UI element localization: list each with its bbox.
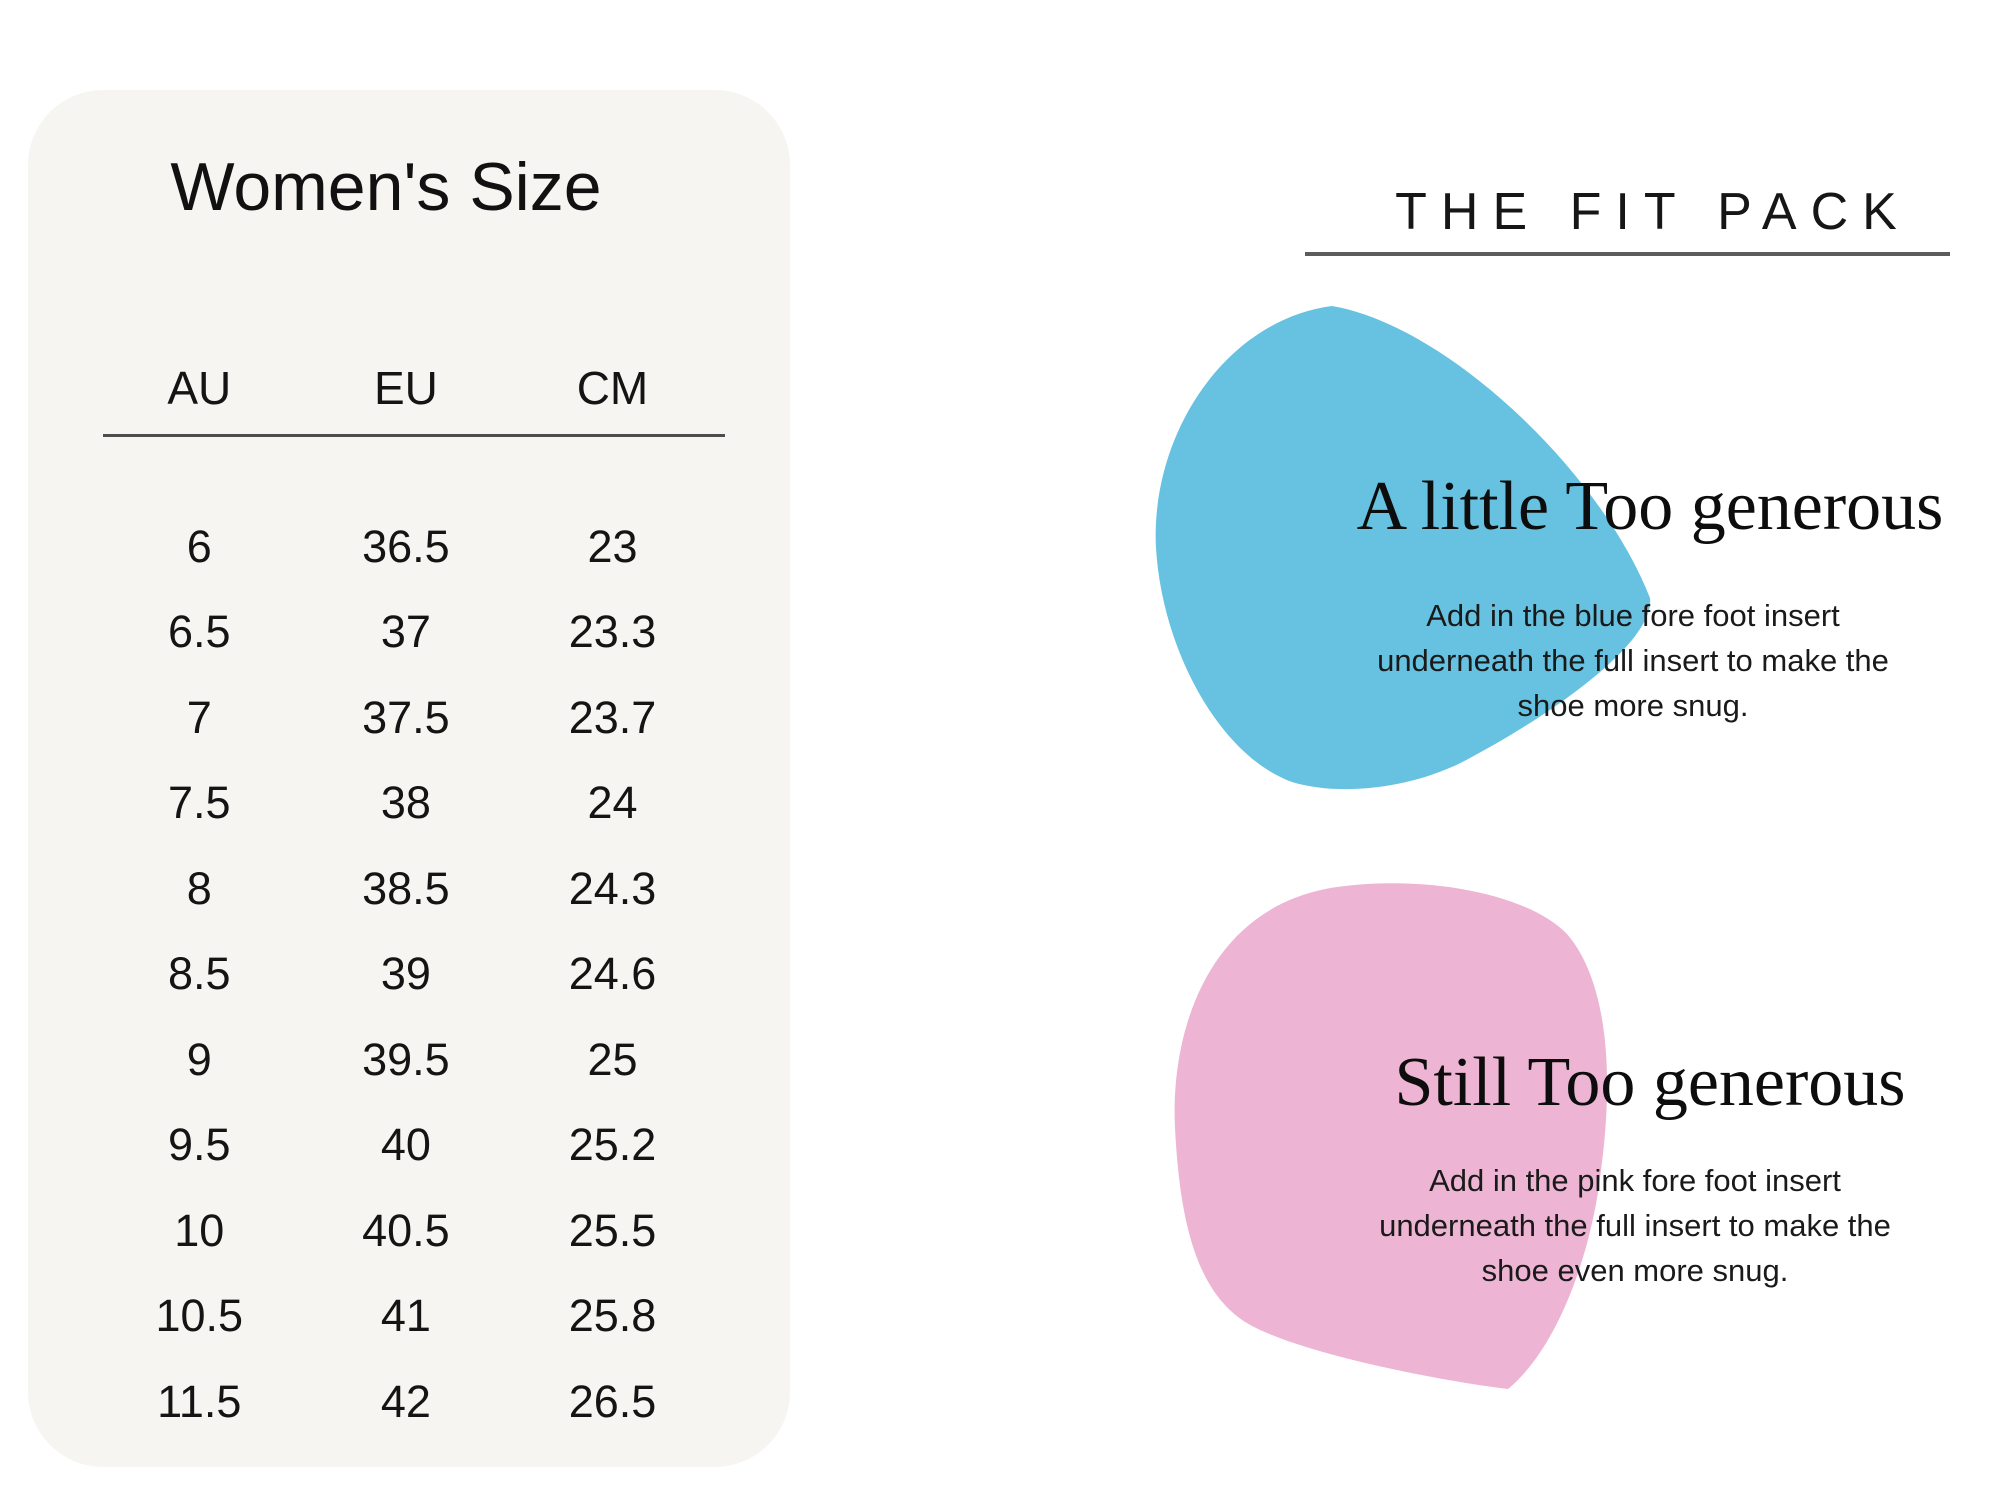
size-value-cell: 24 xyxy=(587,777,638,829)
body-text-line: underneath the full insert to make the xyxy=(1377,643,1889,678)
body-text-line: shoe even more snug. xyxy=(1481,1253,1789,1288)
size-value-cell: 25.2 xyxy=(568,1119,657,1171)
size-chart-header-row: AU EU CM xyxy=(96,360,716,416)
body-text-line: underneath the full insert to make the xyxy=(1379,1208,1891,1243)
header-divider-line xyxy=(103,434,725,437)
section-body-pink-insert: Add in the pink fore foot insert undernea… xyxy=(1335,1158,1935,1293)
size-value-cell: 24.3 xyxy=(568,862,657,914)
size-value-cell: 37 xyxy=(380,606,431,658)
size-chart-table: 6 36.5 23 6.5 37 23.3 7 37.5 23.7 7.5 38 24 8 38.5 24.… xyxy=(96,504,716,1445)
size-value-cell: 7.5 xyxy=(168,777,231,829)
size-value-cell: 37.5 xyxy=(362,691,450,743)
size-value-cell: 40.5 xyxy=(362,1204,450,1256)
size-value-cell: 41 xyxy=(380,1290,431,1342)
size-value-cell: 10.5 xyxy=(155,1290,244,1342)
size-chart-title: Women's Size xyxy=(170,149,602,225)
size-value-cell: 6.5 xyxy=(168,606,231,658)
size-value-cell: 38 xyxy=(380,777,431,829)
size-value-cell: 36.5 xyxy=(362,520,450,572)
size-value-cell: 39 xyxy=(380,948,431,1000)
size-value-cell: 23.7 xyxy=(568,691,657,743)
column-header-eu: EU xyxy=(373,362,438,414)
size-value-cell: 8.5 xyxy=(168,948,231,1000)
fit-pack-title: THE FIT PACK xyxy=(1395,183,1911,241)
size-value-cell: 23.3 xyxy=(568,606,657,658)
size-value-cell: 9 xyxy=(186,1033,212,1085)
size-value-cell: 8 xyxy=(186,862,212,914)
size-value-cell: 9.5 xyxy=(168,1119,231,1171)
size-value-cell: 24.6 xyxy=(568,948,657,1000)
pink-blob-shape xyxy=(1174,883,1608,1389)
size-value-cell: 25.8 xyxy=(568,1290,657,1342)
size-value-cell: 26.5 xyxy=(568,1375,657,1427)
column-header-cm: CM xyxy=(576,362,649,414)
body-text-line: Add in the pink fore foot insert xyxy=(1429,1163,1841,1198)
size-value-cell: 23 xyxy=(587,520,638,572)
size-value-cell: 25 xyxy=(587,1033,638,1085)
size-value-cell: 11.5 xyxy=(157,1375,242,1427)
column-header-au: AU xyxy=(167,362,232,414)
size-value-cell: 38.5 xyxy=(362,862,450,914)
size-chart-panel: Women's Size AU EU CM 6 36.5 23 6.5 37 23.3 7 3… xyxy=(28,90,790,1467)
fit-pack-title-underline xyxy=(1305,252,1950,256)
body-text-line: Add in the blue fore foot insert xyxy=(1426,598,1840,633)
size-value-cell: 39.5 xyxy=(362,1033,450,1085)
section-body-blue-insert: Add in the blue fore foot insert undernea… xyxy=(1333,593,1933,728)
size-value-cell: 40 xyxy=(380,1119,431,1171)
size-value-cell: 6 xyxy=(186,520,212,572)
section-heading-a-little-too-generous: A little Too generous xyxy=(1356,468,1944,545)
section-heading-still-too-generous: Still Too generous xyxy=(1394,1044,1906,1121)
size-value-cell: 42 xyxy=(380,1375,431,1427)
body-text-line: shoe more snug. xyxy=(1517,688,1749,723)
size-value-cell: 25.5 xyxy=(568,1204,657,1256)
size-value-cell: 10 xyxy=(174,1204,225,1256)
size-value-cell: 7 xyxy=(186,691,212,743)
